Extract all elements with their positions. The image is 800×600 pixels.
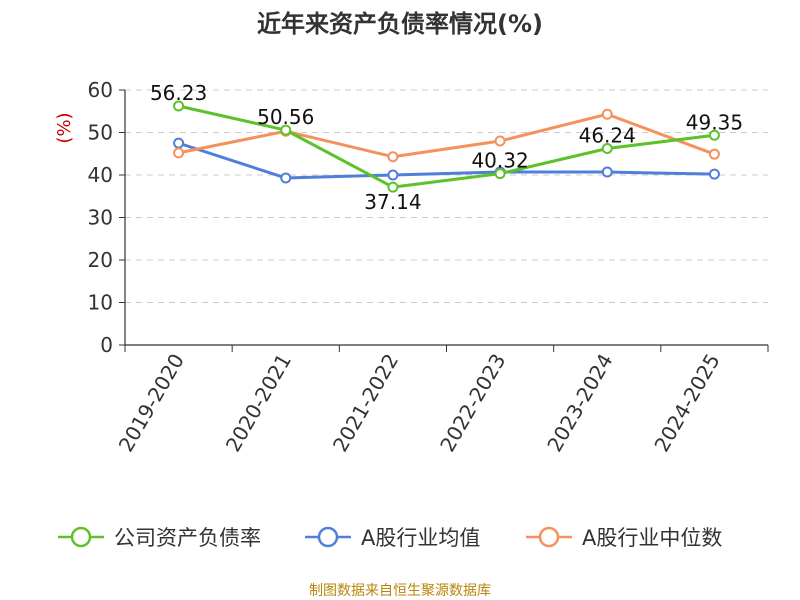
x-ticks: 2019-2020 2020-2021 2021-2022 2022-2023 2023…	[114, 345, 769, 456]
x-tick-label: 2019-2020	[114, 350, 189, 456]
legend-swatch-marker	[538, 526, 560, 548]
legend-swatch-marker	[317, 526, 339, 548]
data-point[interactable]	[387, 169, 399, 181]
data-point[interactable]	[173, 100, 185, 112]
y-tick-label: 30	[88, 206, 113, 230]
data-point[interactable]	[708, 148, 720, 160]
y-tick-label: 40	[88, 163, 113, 187]
y-tick-label: 0	[100, 333, 113, 357]
legend-swatch-marker	[70, 526, 92, 548]
y-tick-label: 20	[88, 248, 113, 272]
legend-label: 公司资产负债率	[114, 526, 261, 550]
series-line	[178, 141, 715, 180]
data-label: 49.35	[686, 110, 743, 134]
grid-lines	[125, 89, 768, 303]
data-labels: 56.23 50.56 37.14 40.32 46.24 49.35	[150, 81, 743, 214]
legend[interactable]: 公司资产负债率 A股行业均值 A股行业中位数	[58, 526, 722, 550]
data-label: 56.23	[150, 81, 207, 105]
data-point[interactable]	[708, 168, 720, 180]
legend-label: A股行业均值	[361, 526, 480, 550]
series-group	[173, 100, 720, 193]
data-point[interactable]	[494, 168, 506, 180]
data-point[interactable]	[601, 142, 613, 154]
series-line	[178, 104, 715, 189]
x-tick-label: 2020-2021	[221, 350, 296, 456]
series-line	[178, 112, 715, 159]
data-point[interactable]	[173, 147, 185, 159]
x-tick-label: 2024-2025	[649, 350, 724, 456]
data-point[interactable]	[708, 129, 720, 141]
chart-title: 近年来资产负债率情况(%)	[257, 10, 543, 38]
legend-label: A股行业中位数	[582, 526, 722, 550]
legend-item[interactable]: 公司资产负债率	[58, 526, 261, 550]
data-point[interactable]	[601, 166, 613, 178]
y-tick-label: 50	[88, 121, 113, 145]
data-point[interactable]	[387, 151, 399, 163]
y-ticks: 0 10 20 30 40 50 60	[88, 78, 125, 357]
data-point[interactable]	[601, 108, 613, 120]
data-point[interactable]	[173, 137, 185, 149]
x-tick-label: 2021-2022	[328, 350, 403, 456]
source-note: 制图数据来自恒生聚源数据库	[309, 583, 491, 599]
x-tick-label: 2023-2024	[542, 350, 617, 456]
legend-item[interactable]: A股行业中位数	[526, 526, 722, 550]
x-tick-label: 2022-2023	[435, 350, 510, 456]
data-label: 46.24	[579, 123, 636, 147]
data-point[interactable]	[494, 135, 506, 147]
data-label: 50.56	[257, 105, 314, 129]
data-point[interactable]	[280, 124, 292, 136]
y-tick-label: 10	[88, 291, 113, 315]
y-axis-label: (%)	[54, 112, 75, 143]
y-tick-label: 60	[88, 78, 113, 102]
legend-item[interactable]: A股行业均值	[305, 526, 480, 550]
data-point[interactable]	[387, 181, 399, 193]
data-point[interactable]	[280, 172, 292, 184]
data-label: 37.14	[364, 190, 421, 214]
data-label: 40.32	[471, 149, 528, 173]
